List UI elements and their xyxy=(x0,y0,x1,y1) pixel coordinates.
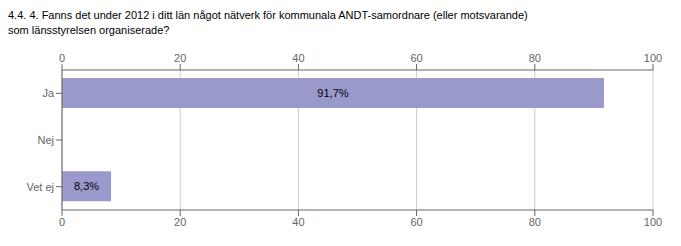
svg-text:Vet ej: Vet ej xyxy=(26,181,54,193)
svg-text:Ja: Ja xyxy=(42,87,55,99)
svg-text:8,3%: 8,3% xyxy=(74,180,99,192)
svg-text:100: 100 xyxy=(644,216,662,228)
svg-text:40: 40 xyxy=(292,216,304,228)
svg-text:60: 60 xyxy=(410,52,422,64)
svg-text:60: 60 xyxy=(410,216,422,228)
svg-text:Nej: Nej xyxy=(37,134,54,146)
svg-text:40: 40 xyxy=(292,52,304,64)
svg-text:20: 20 xyxy=(174,52,186,64)
html-text:som länsstyrelsen organiserade: som länsstyrelsen organiserade? xyxy=(8,24,170,36)
html-text:4.4. 4. Fanns det under 2012 i: 4.4. 4. Fanns det under 2012 i ditt län … xyxy=(8,9,528,21)
svg-text:80: 80 xyxy=(529,52,541,64)
svg-text:91,7%: 91,7% xyxy=(317,87,348,99)
svg-text:0: 0 xyxy=(59,52,65,64)
svg-text:0: 0 xyxy=(59,216,65,228)
svg-text:100: 100 xyxy=(644,52,662,64)
svg-text:20: 20 xyxy=(174,216,186,228)
svg-text:80: 80 xyxy=(529,216,541,228)
